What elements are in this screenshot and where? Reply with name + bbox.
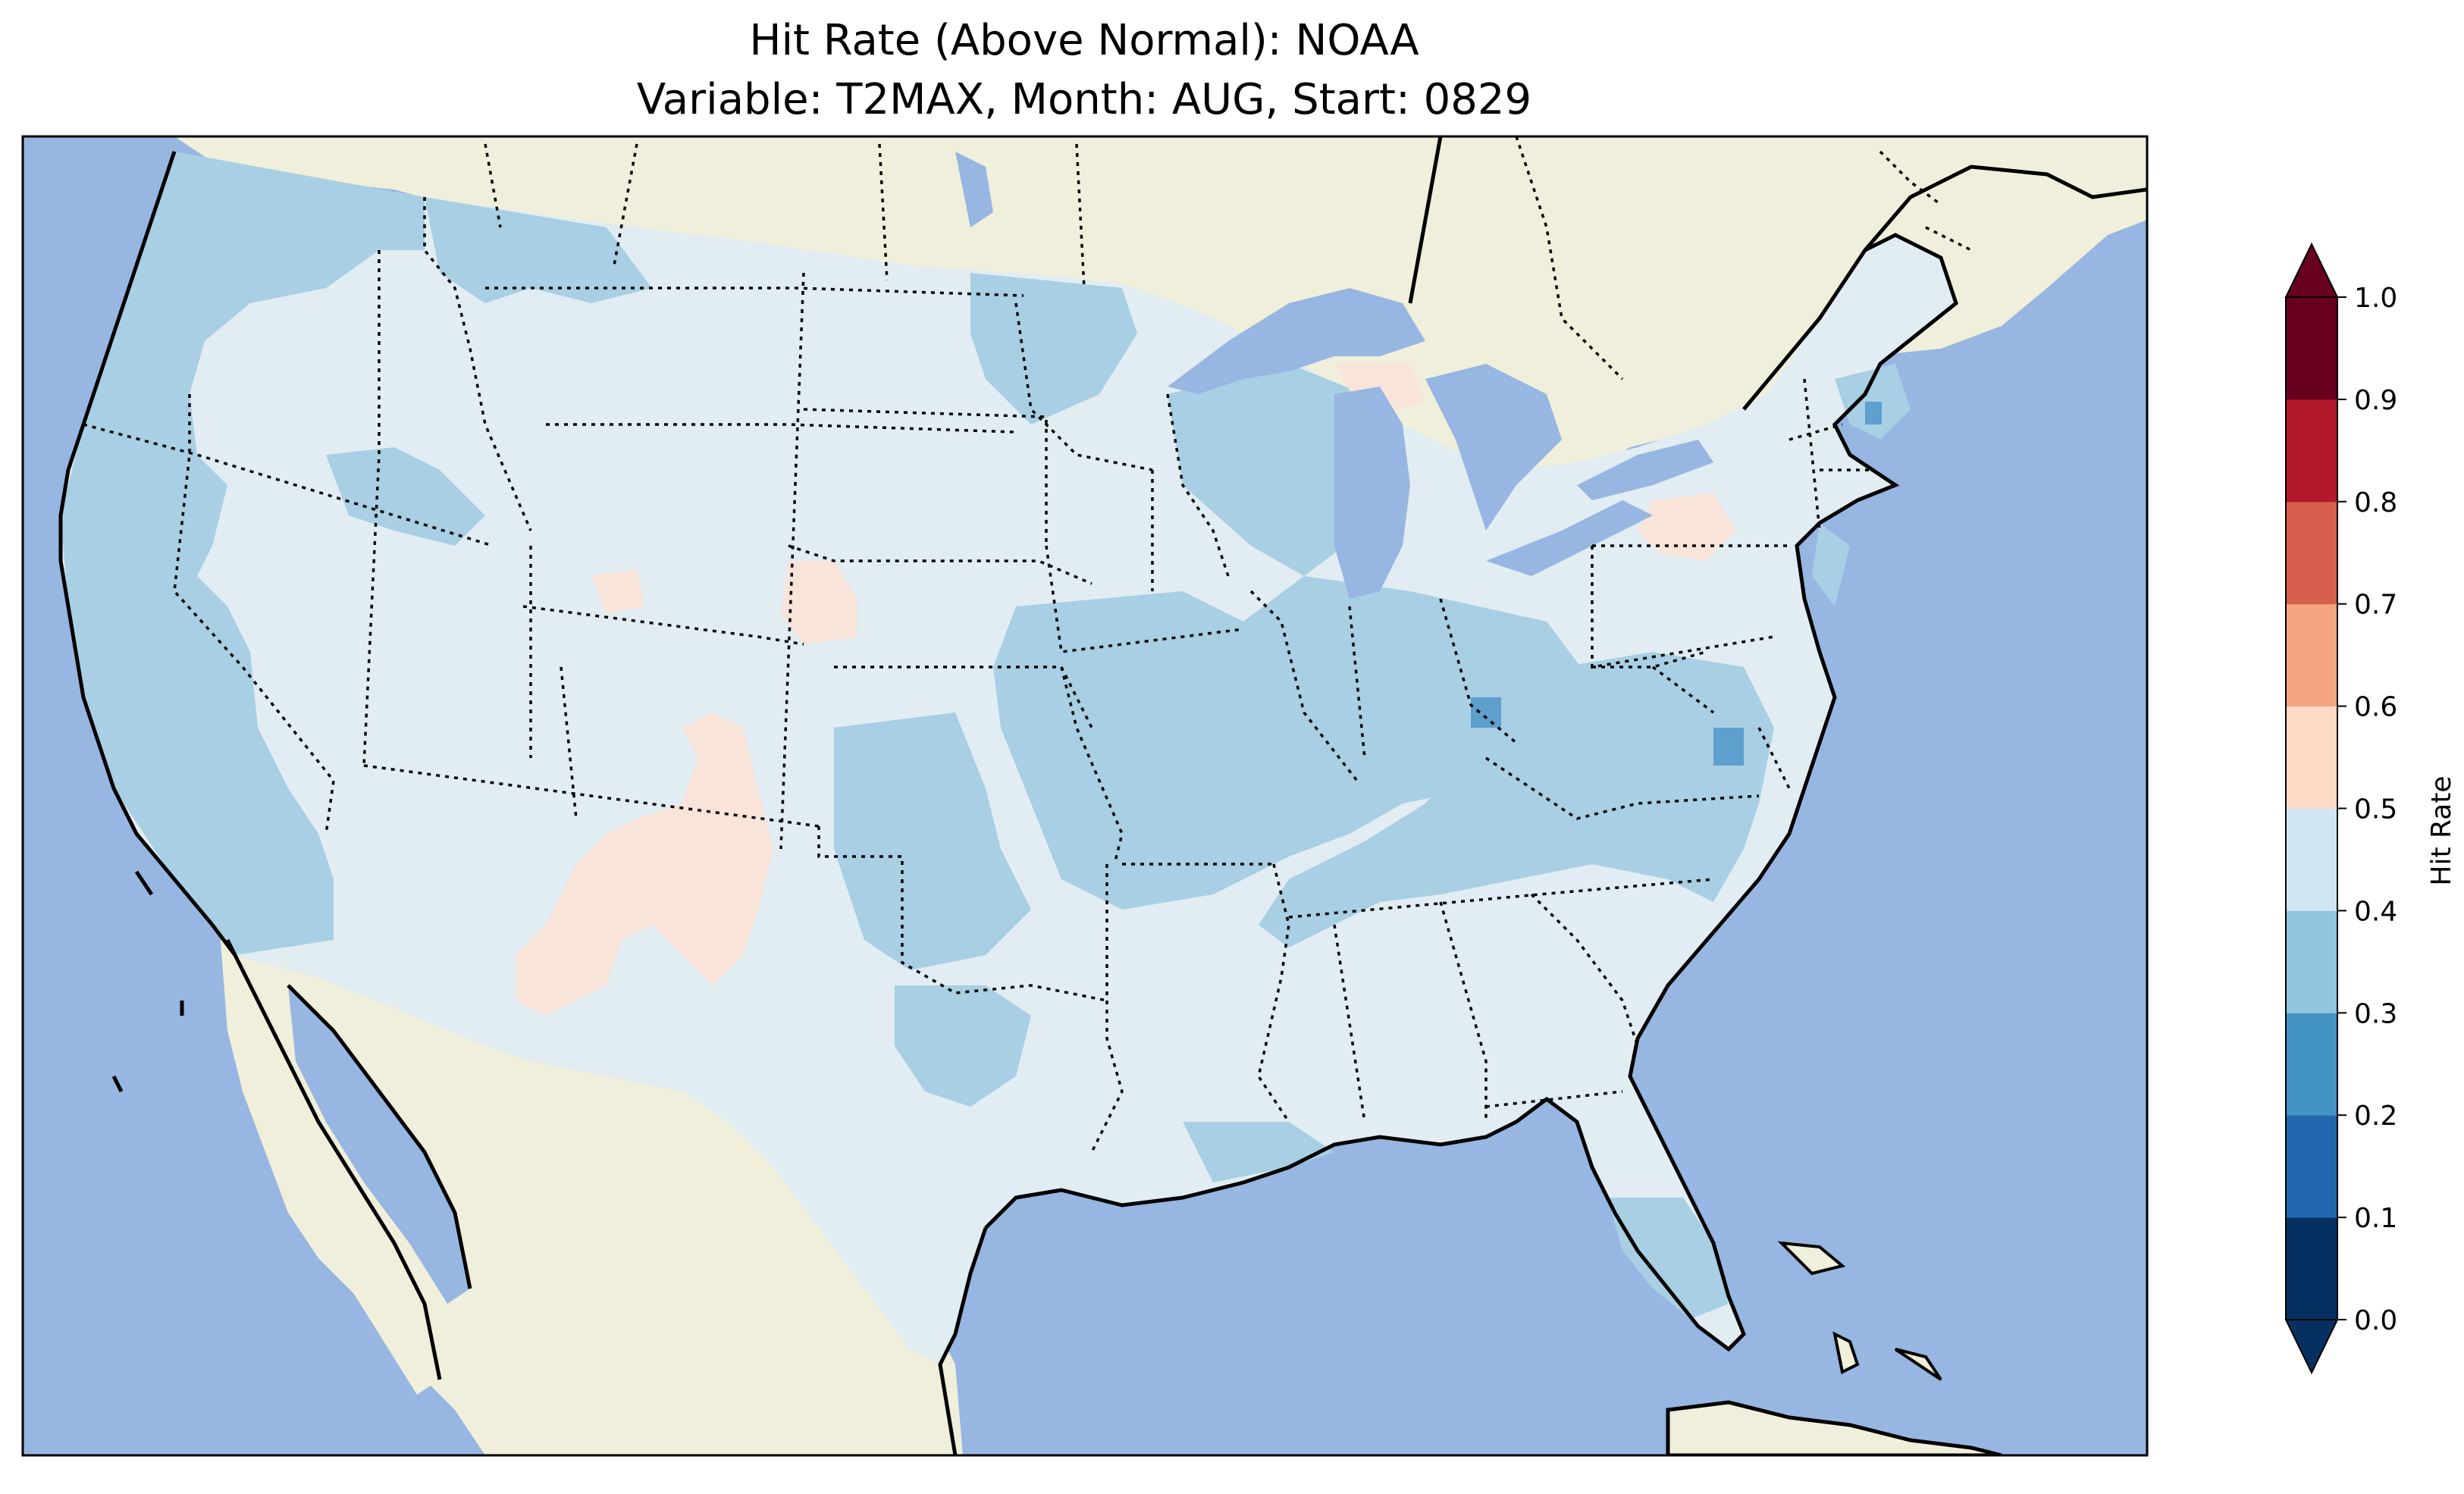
state-borders [83,136,1972,1153]
colorbar-tick-label: 1.0 [2354,283,2397,314]
colorbar-tick-label: 0.9 [2354,385,2397,416]
colorbar-segment [2286,1217,2337,1320]
colorbar-segment [2286,297,2337,400]
colorbar-segment [2286,808,2337,911]
hit-rate-lowest-cells [1471,402,1882,766]
colorbar-extend-low [2284,1319,2339,1375]
hit-rate-low-regions [61,152,1911,1319]
coastlines [58,136,2147,1455]
us-land [61,152,1956,1364]
chart-title-line1: Hit Rate (Above Normal): NOAA [749,16,1419,65]
great-lakes [955,152,1713,599]
colorbar-segment [2286,399,2337,503]
chart-title-line2: Variable: T2MAX, Month: AUG, Start: 0829 [637,75,1531,124]
colorbar-segment [2286,706,2337,809]
colorbar-tick-label: 0.6 [2354,692,2397,723]
colorbar-tick-label: 0.0 [2354,1305,2397,1336]
colorbar-tick-label: 0.8 [2354,487,2397,518]
hit-rate-high-regions [516,364,1736,1016]
map-frame [21,135,2149,1457]
cuba-land [1666,1400,2002,1455]
bahamas-land [1777,1241,1942,1381]
colorbar-tick-label: 0.5 [2354,794,2397,825]
colorbar-label: Hit Rate [2426,775,2457,885]
colorbar-tick-label: 0.4 [2354,896,2397,927]
colorbar-segment [2286,1013,2337,1116]
gulf-of-california [288,985,470,1304]
colorbar-tick-label: 0.2 [2354,1101,2397,1132]
colorbar-tick-label: 0.1 [2354,1203,2397,1234]
colorbar: 0.0 0.1 0.2 0.3 0.4 0.5 0.6 0.7 0.8 0.9 1.0 [2284,242,2397,1375]
baja-land [227,940,440,1395]
map-area [23,136,2147,1455]
colorbar-segment [2286,603,2337,707]
colorbar-extend-high [2284,242,2339,298]
colorbar-tick-label: 0.7 [2354,590,2397,621]
colorbar-tick-label: 0.3 [2354,998,2397,1029]
colorbar-segment [2286,1115,2337,1218]
colorbar-segment [2286,501,2337,605]
colorbar-segment [2286,910,2337,1013]
